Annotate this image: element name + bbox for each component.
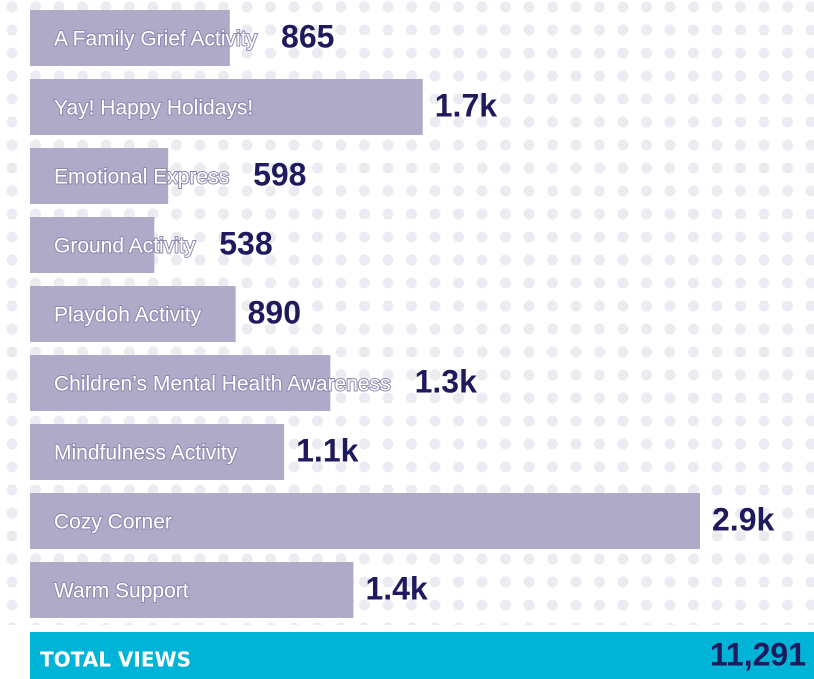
category-label: Cozy Corner [54,511,172,534]
total-label: TOTAL VIEWS [40,648,191,672]
value-label: 538 [219,225,272,261]
bar [30,562,354,618]
bar [30,217,155,273]
value-label: 598 [253,156,306,192]
category-label: Children’s Mental Health Awareness [54,373,391,396]
value-label: 1.3k [415,363,477,399]
bar [30,79,423,135]
value-label: 890 [248,294,301,330]
value-label: 1.4k [365,570,427,606]
total-value: 11,291 [710,636,806,672]
category-label: Mindfulness Activity [54,442,238,465]
bar [30,355,331,411]
category-label: Playdoh Activity [54,304,202,327]
category-label: A Family Grief Activity [54,28,258,51]
category-label: Emotional Express [54,166,229,189]
total-bar [30,632,814,679]
category-label: Ground Activity [54,235,196,258]
category-label: Yay! Happy Holidays! [54,97,253,120]
category-label: Warm Support [54,580,189,603]
value-label: 2.9k [712,501,774,537]
bar [30,424,285,480]
bar [30,10,230,66]
value-label: 865 [281,18,334,54]
bar [30,286,236,342]
bar [30,493,700,549]
bar [30,148,169,204]
value-label: 1.1k [296,432,358,468]
value-label: 1.7k [435,87,497,123]
